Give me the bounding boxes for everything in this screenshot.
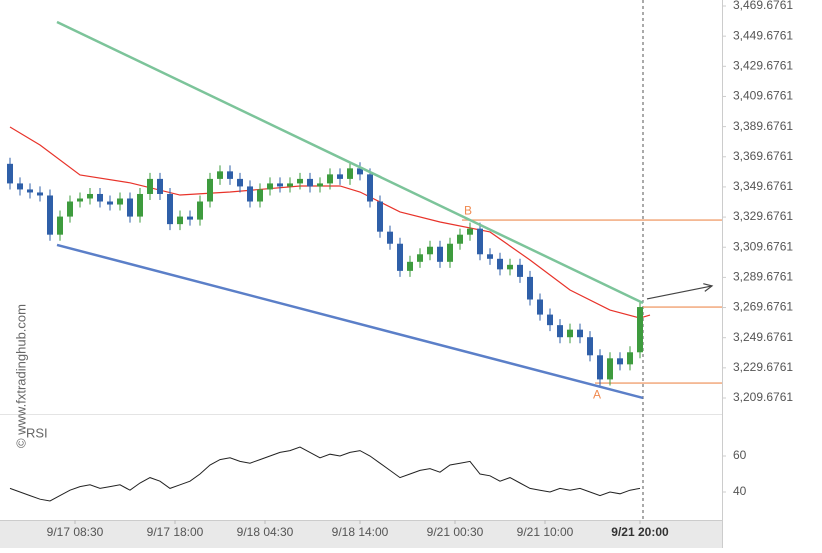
candle-body: [327, 174, 333, 184]
y-tick-label: 3,249.6761: [733, 330, 793, 344]
annotation: A: [593, 387, 601, 401]
y-tick-label: 3,229.6761: [733, 360, 793, 374]
candle-body: [237, 178, 243, 187]
candle-body: [297, 178, 303, 184]
candle-body: [547, 314, 553, 326]
candle-body: [207, 178, 213, 202]
candle-body: [307, 178, 313, 187]
rsi-line: [9, 446, 641, 502]
candle-body: [537, 299, 543, 315]
candle-body: [67, 201, 73, 217]
candle-body: [187, 216, 193, 220]
candle-body: [7, 163, 13, 184]
candle-body: [637, 307, 643, 353]
y-tick-label: 3,289.6761: [733, 270, 793, 284]
candle-body: [407, 261, 413, 271]
candle-body: [357, 168, 363, 175]
candle-body: [467, 228, 473, 235]
candle-body: [267, 183, 273, 190]
x-tick-label: 9/17 18:00: [147, 525, 204, 539]
candle-body: [437, 246, 443, 262]
candle-body: [427, 246, 433, 255]
candle-body: [527, 276, 533, 300]
y-tick-label: 3,469.6761: [733, 0, 793, 12]
candle-body: [157, 178, 163, 194]
candle-body: [147, 178, 153, 194]
x-tick-label: 9/21 10:00: [517, 525, 574, 539]
candle-body: [47, 195, 53, 235]
y-tick-label: 3,349.6761: [733, 179, 793, 193]
candle-body: [577, 329, 583, 338]
rsi-tick-label: 40: [733, 484, 747, 498]
rsi-label: RSI: [26, 425, 48, 440]
y-tick-label: 3,369.6761: [733, 149, 793, 163]
candle-body: [287, 183, 293, 187]
candle-body: [97, 193, 103, 202]
x-tick-label: 9/21 20:00: [611, 525, 669, 539]
candle-body: [37, 192, 43, 196]
candle-body: [167, 193, 173, 225]
candle-body: [107, 201, 113, 205]
candle-body: [277, 183, 283, 187]
x-tick-label: 9/17 08:30: [47, 525, 104, 539]
candle-body: [27, 189, 33, 193]
candle-body: [367, 174, 373, 202]
candle-body: [387, 231, 393, 244]
candle-body: [317, 183, 323, 187]
candle-body: [77, 198, 83, 202]
candle-body: [17, 183, 23, 190]
annotation: B: [464, 203, 472, 217]
candle-body: [457, 234, 463, 244]
rsi-tick-label: 60: [733, 448, 747, 462]
x-axis-band: [0, 520, 722, 548]
candle-body: [557, 325, 563, 338]
candle-body: [627, 352, 633, 365]
watermark: © www.fxtradinghub.com: [13, 304, 28, 448]
y-tick-label: 3,389.6761: [733, 119, 793, 133]
candle-body: [567, 329, 573, 338]
candle-body: [57, 216, 63, 235]
moving-average: [9, 126, 651, 319]
candle-body: [127, 198, 133, 217]
candle-body: [377, 201, 383, 232]
candle-body: [607, 358, 613, 380]
arrow-head: [703, 283, 714, 292]
trendline: [56, 243, 644, 400]
y-tick-label: 3,429.6761: [733, 58, 793, 72]
candle-body: [417, 254, 423, 262]
candle-body: [447, 243, 453, 262]
candle-body: [597, 355, 603, 380]
y-tick-label: 3,449.6761: [733, 28, 793, 42]
candle-body: [397, 243, 403, 271]
candle-body: [517, 264, 523, 277]
candle-body: [337, 174, 343, 179]
x-tick-label: 9/18 14:00: [332, 525, 389, 539]
x-tick-label: 9/21 00:30: [427, 525, 484, 539]
y-tick-label: 3,329.6761: [733, 209, 793, 223]
y-tick-label: 3,209.6761: [733, 390, 793, 404]
y-tick-label: 3,269.6761: [733, 300, 793, 314]
candle-body: [497, 258, 503, 270]
candle-body: [247, 186, 253, 202]
candle-body: [117, 198, 123, 205]
y-tick-label: 3,409.6761: [733, 89, 793, 103]
candle-body: [227, 171, 233, 179]
candle-body: [507, 264, 513, 270]
x-tick-label: 9/18 04:30: [237, 525, 294, 539]
candle-body: [137, 193, 143, 217]
candle-body: [487, 254, 493, 259]
candle-body: [217, 171, 223, 179]
candle-body: [587, 337, 593, 356]
candle-body: [177, 216, 183, 225]
trendline: [56, 20, 644, 305]
candle-body: [347, 168, 353, 179]
arrow: [646, 285, 713, 300]
candle-body: [477, 228, 483, 255]
candle-body: [617, 358, 623, 365]
candle-body: [87, 193, 93, 199]
y-tick-label: 3,309.6761: [733, 239, 793, 253]
candle-body: [257, 189, 263, 202]
candle-body: [197, 201, 203, 220]
